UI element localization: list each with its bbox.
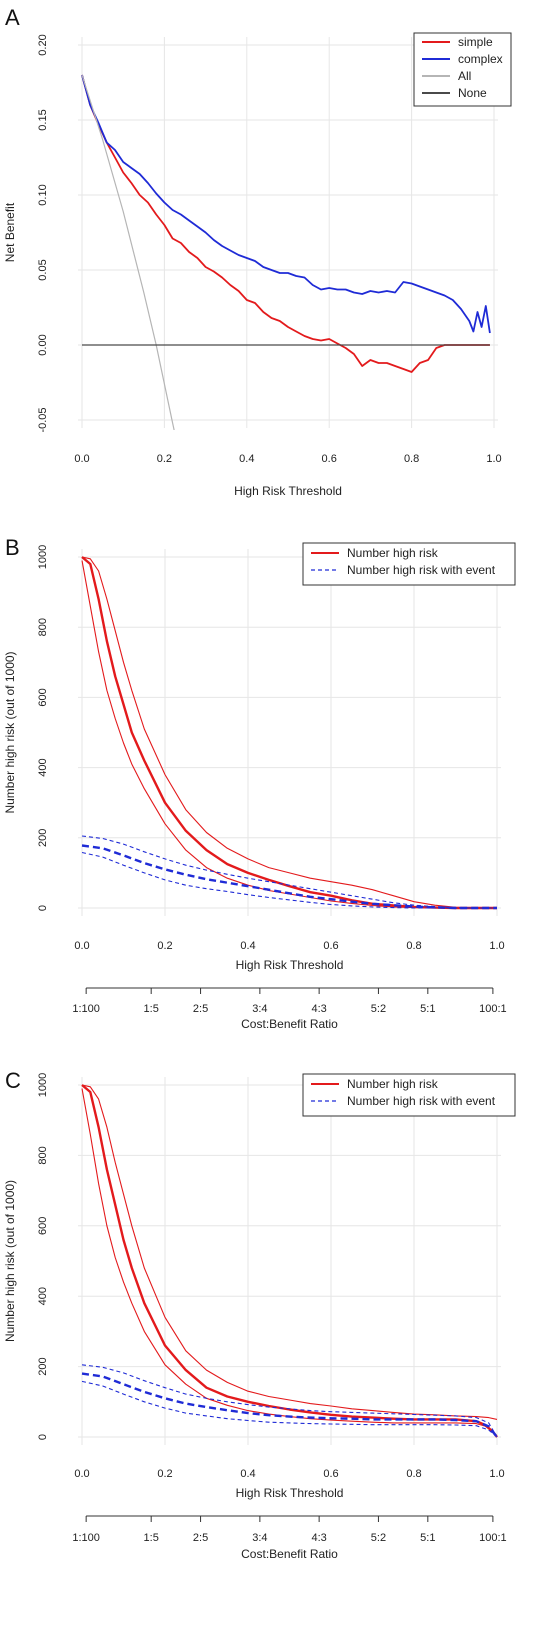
y-tick-label: 1000 [37, 545, 49, 569]
y-tick-label: 800 [37, 618, 49, 636]
series-line-simple [81, 74, 490, 373]
legend-label: All [458, 69, 471, 83]
cost-benefit-tick-label: 1:5 [144, 1003, 159, 1015]
y-tick-label: 600 [37, 1217, 49, 1235]
series-line-number-high-risk-with-event [81, 844, 497, 910]
cost-benefit-tick-label: 3:4 [252, 1003, 267, 1015]
cost-benefit-tick-label: 1:100 [72, 1532, 100, 1544]
x-tick-label: 0.0 [74, 453, 89, 465]
x-tick-label: 1.0 [489, 940, 504, 952]
x-tick-label: 0.4 [240, 940, 255, 952]
x-axis-title: High Risk Threshold [236, 958, 344, 972]
y-tick-label: 0.05 [37, 259, 49, 280]
y-tick-label: 400 [37, 1287, 49, 1305]
legend-label: Number high risk with event [347, 563, 496, 577]
cost-benefit-tick-label: 100:1 [479, 1532, 507, 1544]
cost-benefit-axis-title: Cost:Benefit Ratio [241, 1017, 338, 1031]
y-tick-label: 200 [37, 829, 49, 847]
legend-label: None [458, 86, 487, 100]
series-line-all [81, 74, 175, 430]
y-tick-label: 1000 [37, 1073, 49, 1097]
cost-benefit-axis-title: Cost:Benefit Ratio [241, 1547, 338, 1561]
legend-label: Number high risk [347, 1077, 439, 1091]
x-tick-label: 0.0 [74, 940, 89, 952]
y-axis-title: Net Benefit [3, 202, 17, 262]
chart-panel-c: C 0.0 0.2 0.4 0.6 0.8 1.0 0 200 400 600 800 1000 High… [3, 1068, 516, 1561]
series-line-upper-bound [81, 1364, 498, 1438]
chart-panel-b: B 0.0 0.2 0.4 0.6 0.8 1.0 0 200 400 600 800 1000 High… [3, 535, 516, 1031]
cost-benefit-tick-label: 4:3 [311, 1003, 326, 1015]
x-tick-label: 1.0 [486, 453, 501, 465]
y-tick-label: 0.20 [37, 34, 49, 55]
legend: Number high risk Number high risk with ev… [302, 1073, 516, 1117]
y-tick-label: -0.05 [37, 407, 49, 432]
y-tick-label: 800 [37, 1146, 49, 1164]
x-tick-label: 0.8 [406, 1468, 421, 1480]
series-line-number-high-risk-with-event [81, 1372, 498, 1438]
series-line-number-high-risk [81, 556, 497, 910]
cost-benefit-tick-label: 2:5 [193, 1003, 208, 1015]
x-axis-title: High Risk Threshold [234, 484, 342, 498]
x-tick-label: 0.8 [406, 940, 421, 952]
cost-benefit-tick-label: 5:1 [420, 1003, 435, 1015]
y-tick-label: 600 [37, 688, 49, 706]
x-tick-label: 0.2 [157, 940, 172, 952]
cost-benefit-tick-label: 5:2 [371, 1003, 386, 1015]
cost-benefit-tick-label: 2:5 [193, 1532, 208, 1544]
x-tick-label: 0.6 [323, 1468, 338, 1480]
legend-box [302, 1073, 516, 1117]
y-tick-label: 400 [37, 758, 49, 776]
x-tick-label: 0.6 [323, 940, 338, 952]
legend-label: complex [458, 52, 503, 66]
cost-benefit-axis: 1:100 1:5 2:5 3:4 4:3 5:2 5:1 100:1 Cost:Benefit… [72, 987, 507, 1031]
series-line-lower-bound [81, 1088, 498, 1438]
cost-benefit-tick-label: 1:100 [72, 1003, 100, 1015]
panel-letter: B [5, 535, 20, 560]
series-line-lower-bound [81, 851, 497, 909]
x-axis-title: High Risk Threshold [236, 1486, 344, 1500]
legend-label: Number high risk [347, 546, 439, 560]
y-tick-label: 0 [37, 1434, 49, 1440]
series-line-number-high-risk [81, 1084, 498, 1438]
x-tick-label: 0.6 [322, 453, 337, 465]
legend-label: Number high risk with event [347, 1094, 496, 1108]
cost-benefit-tick-label: 4:3 [311, 1532, 326, 1544]
legend-label: simple [458, 35, 493, 49]
cost-benefit-tick-label: 5:2 [371, 1532, 386, 1544]
y-tick-label: 0 [37, 905, 49, 911]
x-tick-label: 0.4 [240, 1468, 255, 1480]
cost-benefit-tick-label: 5:1 [420, 1532, 435, 1544]
legend: Number high risk Number high risk with ev… [302, 542, 516, 586]
legend-box [302, 542, 516, 586]
series-lines [81, 74, 491, 430]
y-tick-label: 200 [37, 1357, 49, 1375]
series-line-upper-bound [81, 1084, 498, 1420]
cost-benefit-tick-label: 3:4 [252, 1532, 267, 1544]
y-axis-title: Number high risk (out of 1000) [3, 1180, 17, 1342]
series-line-upper-bound [81, 835, 497, 909]
legend: simple complex All None [413, 32, 512, 107]
series-line-complex [81, 74, 491, 334]
y-axis-title: Number high risk (out of 1000) [3, 651, 17, 813]
x-tick-label: 0.0 [74, 1468, 89, 1480]
x-tick-label: 1.0 [489, 1468, 504, 1480]
y-tick-label: 0.00 [37, 334, 49, 355]
panel-letter: A [5, 5, 20, 30]
x-tick-label: 0.8 [404, 453, 419, 465]
y-tick-label: 0.10 [37, 184, 49, 205]
series-lines [81, 556, 497, 910]
cost-benefit-axis: 1:100 1:5 2:5 3:4 4:3 5:2 5:1 100:1 Cost:Benefit… [72, 1515, 507, 1561]
series-line-upper-bound [81, 556, 497, 909]
x-tick-label: 0.4 [239, 453, 254, 465]
cost-benefit-tick-label: 1:5 [144, 1532, 159, 1544]
x-tick-label: 0.2 [157, 453, 172, 465]
cost-benefit-tick-label: 100:1 [479, 1003, 507, 1015]
y-tick-label: 0.15 [37, 109, 49, 130]
series-line-lower-bound [81, 560, 497, 909]
chart-panel-a: A 0.0 0.2 0.4 0.6 0.8 1.0 -0.05 0.00 0.05 0.10 0.15… [3, 5, 512, 498]
x-tick-label: 0.2 [157, 1468, 172, 1480]
series-lines [81, 1084, 498, 1438]
panel-letter: C [5, 1068, 21, 1093]
